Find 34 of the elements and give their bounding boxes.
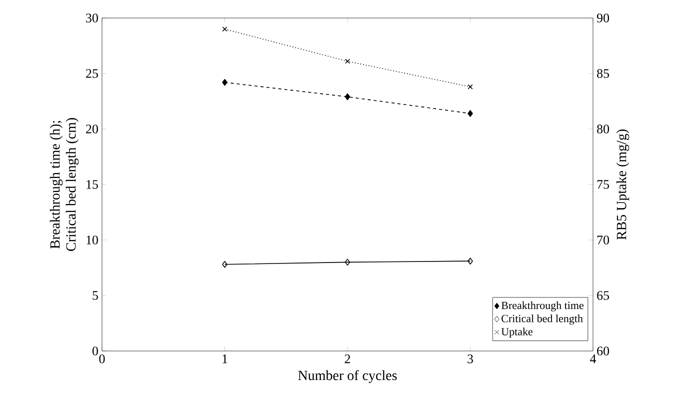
y2-tick-label: 90: [596, 14, 610, 22]
legend-label: Breakthrough time: [501, 301, 584, 312]
point: [344, 93, 350, 100]
x-tick-label: 1: [222, 354, 228, 364]
x-tick-label: 4: [590, 354, 596, 364]
x-axis-title: Number of cycles: [298, 370, 397, 384]
y-tick-label: 0: [92, 346, 98, 356]
point: [468, 110, 473, 117]
point: [344, 258, 350, 266]
y-tick-label: 20: [86, 124, 98, 134]
y2-tick-label: 80: [597, 124, 610, 134]
y-tick-label: 5: [92, 291, 98, 300]
y-tick-label: 15: [86, 180, 98, 189]
y-axis-title: Breakthrough time (h); Critical bed length (cm): [50, 118, 79, 251]
x-tick-label: 2: [344, 354, 350, 364]
legend-label: Critical bed length: [502, 314, 583, 325]
y2-tick-label: 85: [597, 69, 610, 78]
legend-label: Uptake: [501, 328, 532, 338]
point: [344, 58, 350, 64]
y-tick-label: 30: [86, 14, 98, 22]
y-tick-label: 25: [86, 69, 98, 78]
point: [468, 258, 473, 264]
point: [222, 26, 228, 32]
y2-tick-label: 75: [597, 180, 610, 189]
y2-tick-label: 70: [597, 236, 610, 244]
x-tick-label: 0: [99, 354, 105, 364]
point: [222, 261, 228, 268]
y2-tick-label: 60: [597, 346, 610, 356]
x-tick-label: 3: [468, 354, 473, 364]
y-tick-label: 10: [86, 236, 98, 244]
point: [468, 84, 473, 90]
y2-tick-label: 65: [597, 291, 610, 300]
y2-axis-title: RB5 Uptake (mg/g): [616, 130, 630, 240]
point: [222, 78, 228, 86]
